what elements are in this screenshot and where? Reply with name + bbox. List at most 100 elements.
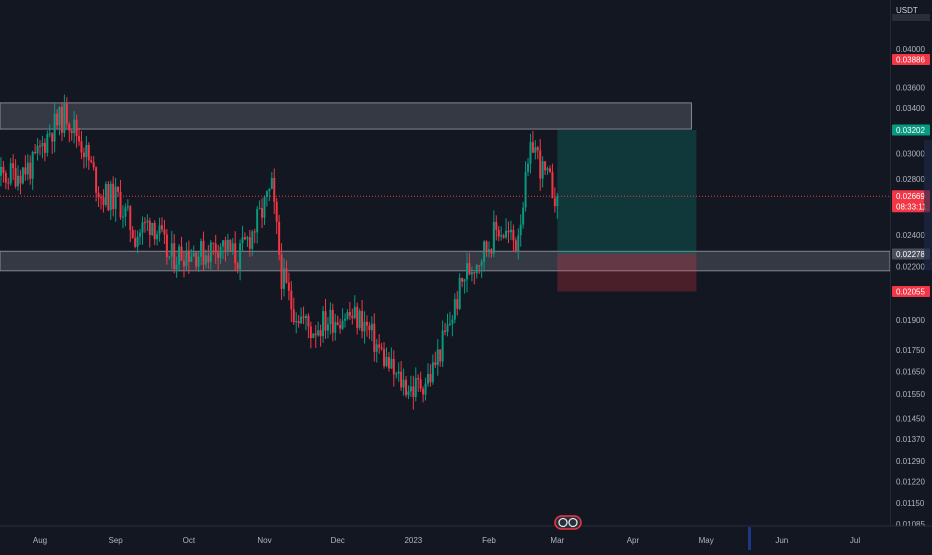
candle-body [517,235,520,252]
candle [312,332,315,339]
candle [73,111,76,144]
candle-body [531,142,534,153]
candle-body [307,315,310,327]
candle-body [243,237,246,240]
candle-body [168,256,171,258]
candle-body [129,206,132,231]
zones-layer [0,102,891,272]
time-tick-label: Nov [257,536,271,545]
candle-body [519,224,522,236]
candle-body [151,222,154,235]
candle [134,229,137,249]
candle-body [300,316,303,324]
price-tick-label: 0.03400 [896,104,925,113]
candle [285,260,288,284]
candle-body [431,362,434,383]
candle-body [95,167,98,193]
price-axis-scroll-strip [924,140,932,270]
stop-loss-zone[interactable] [557,253,697,292]
position-tool[interactable] [557,130,697,292]
candle [536,146,539,160]
candle [46,130,49,157]
candle-body [87,144,90,161]
candle [207,245,210,269]
candle-body [331,309,334,333]
candle-body [446,324,449,332]
price-tick-label: 0.01370 [896,435,925,444]
candle-body [21,167,24,184]
time-tick-label: Apr [627,536,640,545]
candle [148,217,151,248]
candle-body [368,325,371,331]
candle [385,347,388,368]
candle-body [195,252,198,267]
candle-body [75,119,78,137]
price-badge: 0.03202 [892,124,930,136]
candle-body [165,234,168,258]
candle-body [46,134,49,153]
candle [441,320,444,367]
candle [436,339,439,376]
candle [14,159,17,189]
candle [53,103,56,153]
candle [9,158,12,186]
candle-body [48,133,51,135]
candle-body [234,243,237,264]
price-tick-label: 0.01220 [896,477,925,486]
candle-body [222,240,225,247]
candle [544,161,547,175]
candle-body [480,261,483,266]
candle [390,347,393,370]
candle-body [512,229,515,241]
candle [529,133,532,174]
candle [29,155,32,185]
candle-body [439,349,442,362]
profit-target-zone[interactable] [557,130,697,254]
candle [509,220,512,241]
candle-body [112,183,115,210]
price-tick-label: 0.01650 [896,367,925,376]
candle [85,136,88,168]
candle [243,232,246,241]
candle [70,129,73,141]
time-axis[interactable]: Aug Sep Oct Nov Dec 2023 Feb Mar Apr May Jun Jul [0,525,932,550]
candle [182,250,185,278]
candle-body [153,222,156,240]
candle-body [117,186,120,192]
candle [527,157,530,177]
candle-body [265,191,268,197]
price-tick-label: 0.02400 [896,231,925,240]
candle [370,316,373,342]
candle-body [170,243,173,257]
candle [151,222,154,237]
candle-body [509,229,512,233]
candle-body [104,184,107,205]
candle [331,303,334,342]
candle [65,97,68,128]
candle [344,313,347,328]
candle [507,221,510,244]
candle [300,307,303,325]
candle [261,198,264,229]
candle [495,215,498,241]
candle [414,367,417,402]
candle [417,374,420,392]
candle [424,377,427,401]
candle [439,349,442,367]
candle-body [251,231,254,249]
resistance-zone [0,102,693,130]
price-axis[interactable]: USDT 0.04000 0.03600 0.03400 0.03000 0.02800… [890,0,932,529]
candle-body [202,240,205,265]
candle-body [348,311,351,316]
candle-body [280,254,283,289]
scroll-to-realtime-button[interactable] [554,515,582,530]
candle-body [68,123,71,131]
candle [324,298,327,339]
candle [419,371,422,392]
candle-body [63,103,66,133]
candle [222,240,225,259]
candle-body [180,246,183,261]
price-tick-label: 0.01150 [896,499,925,508]
